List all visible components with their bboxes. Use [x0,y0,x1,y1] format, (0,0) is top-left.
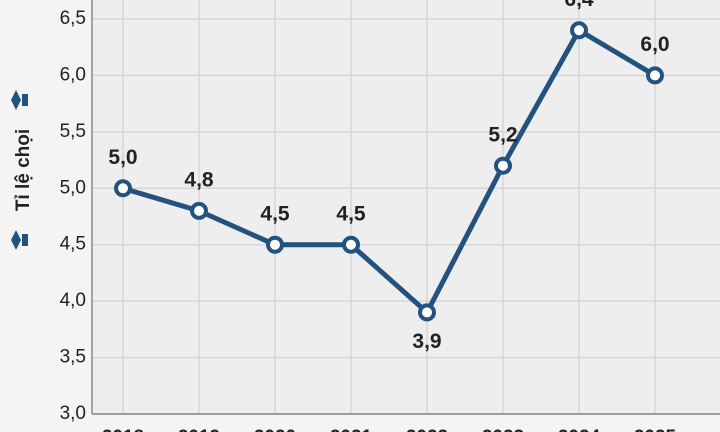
marker [114,179,132,198]
y-tick-label: 4,5 [60,234,86,255]
marker [266,235,284,254]
y-tick-label: 6,5 [60,8,86,29]
icon [11,230,28,250]
x-tick-label: 2025 [634,427,677,432]
value-label: 5,2 [488,123,517,146]
value-label: 4,5 [260,202,290,225]
line [122,27,657,315]
x-tick-label: 2021 [330,427,373,432]
value-label: 5,0 [108,146,137,169]
marker [494,156,512,175]
y-tick-label: 4,0 [60,290,86,311]
value-label: 6,0 [640,33,669,56]
marker [646,66,664,85]
y-tick-label: 5,0 [60,177,86,198]
marker [342,235,360,254]
x-tick-label: 2018 [102,427,144,432]
value-label: 3,9 [412,330,441,353]
y-tick-label: 3,0 [60,403,86,424]
y-axis-title-group: Tỉ lệ chọi [11,90,34,250]
x-tick-label: 2023 [482,427,524,432]
y-axis-title: Tỉ lệ chọi [13,129,34,211]
x-tick-label: 2022 [406,427,448,432]
icon [11,90,28,110]
x-tick-label: 2024 [558,427,601,432]
y-tick-label: 3,5 [60,347,86,368]
marker [570,21,588,40]
y-tick-label: 6,0 [60,64,86,85]
y-tick-label: 5,5 [60,121,86,142]
value-label: 4,5 [336,202,366,225]
x-tick-label: 2020 [254,427,296,432]
marker [418,303,436,322]
marker [190,201,208,220]
x-tick-label: 2019 [178,427,220,432]
value-label: 4,8 [184,168,214,191]
value-label: 6,4 [564,0,594,11]
